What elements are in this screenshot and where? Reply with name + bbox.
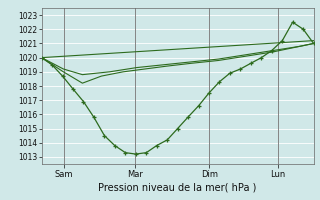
X-axis label: Pression niveau de la mer( hPa ): Pression niveau de la mer( hPa ) (99, 183, 257, 193)
